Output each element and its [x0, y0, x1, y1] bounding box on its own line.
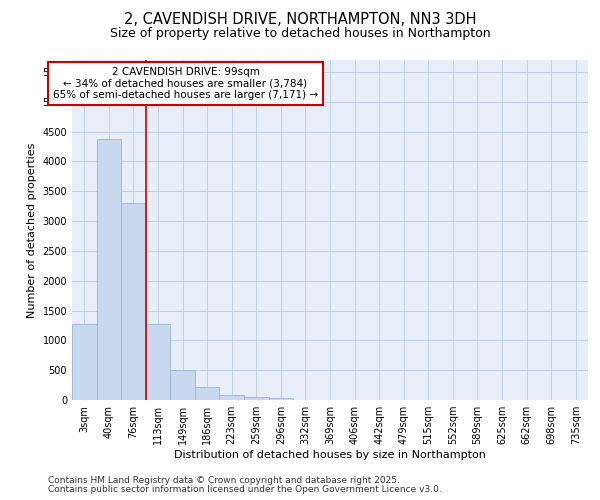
- Text: 2 CAVENDISH DRIVE: 99sqm
← 34% of detached houses are smaller (3,784)
65% of sem: 2 CAVENDISH DRIVE: 99sqm ← 34% of detach…: [53, 67, 318, 100]
- Bar: [195, 387, 220, 400]
- Bar: [72, 324, 97, 400]
- Text: 2, CAVENDISH DRIVE, NORTHAMPTON, NN3 3DH: 2, CAVENDISH DRIVE, NORTHAMPTON, NN3 3DH: [124, 12, 476, 28]
- Bar: [269, 398, 293, 400]
- Text: Contains public sector information licensed under the Open Government Licence v3: Contains public sector information licen…: [48, 485, 442, 494]
- Bar: [244, 396, 269, 400]
- Y-axis label: Number of detached properties: Number of detached properties: [27, 142, 37, 318]
- Text: Size of property relative to detached houses in Northampton: Size of property relative to detached ho…: [110, 28, 490, 40]
- Bar: [97, 138, 121, 400]
- Bar: [146, 324, 170, 400]
- X-axis label: Distribution of detached houses by size in Northampton: Distribution of detached houses by size …: [174, 450, 486, 460]
- Text: Contains HM Land Registry data © Crown copyright and database right 2025.: Contains HM Land Registry data © Crown c…: [48, 476, 400, 485]
- Bar: [170, 370, 195, 400]
- Bar: [121, 203, 146, 400]
- Bar: [220, 394, 244, 400]
